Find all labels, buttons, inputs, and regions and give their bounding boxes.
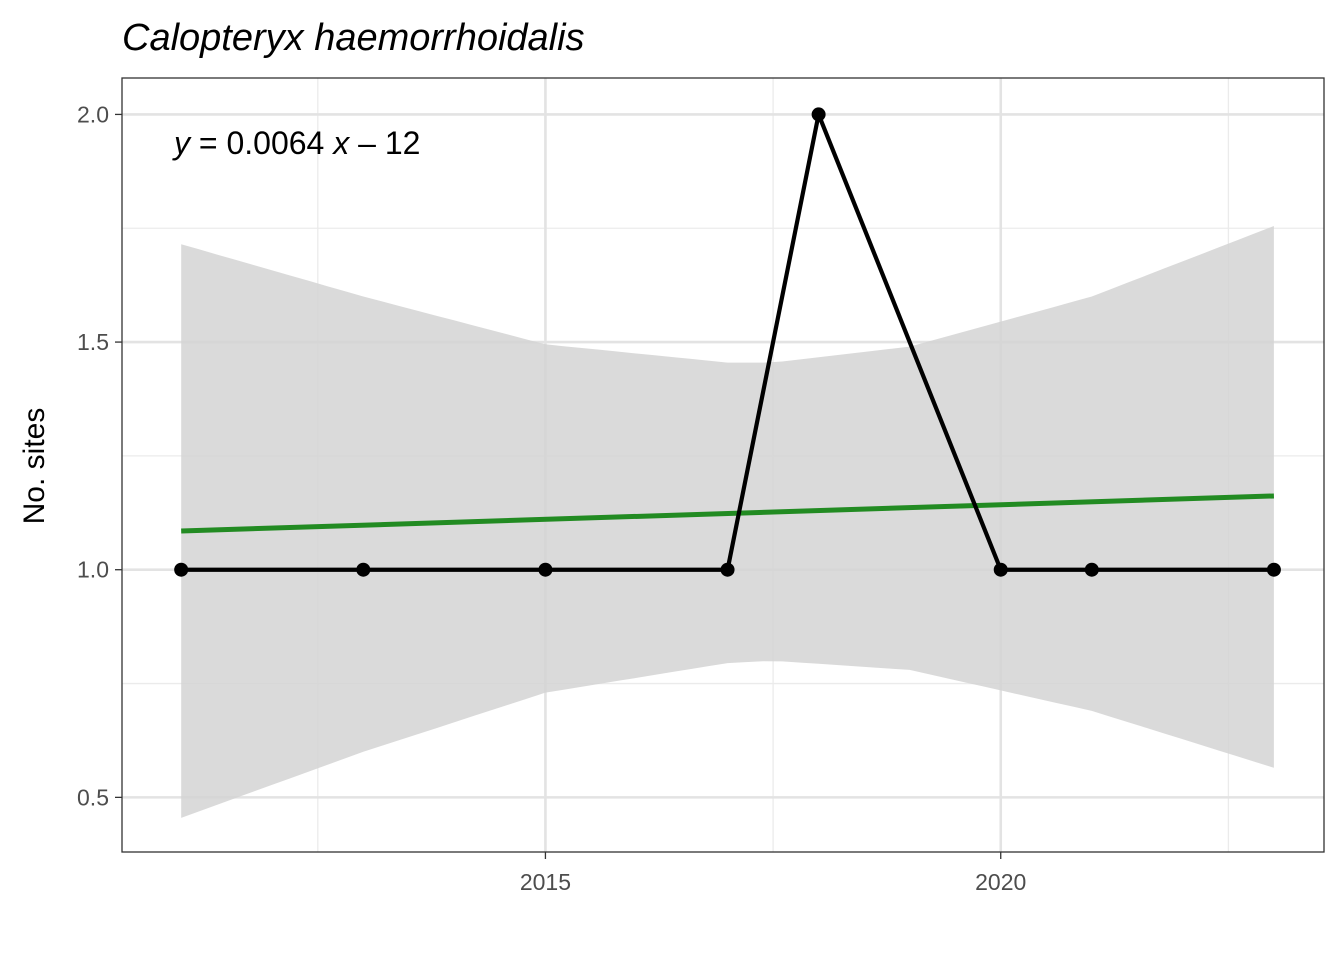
y-tick-label: 0.5 — [77, 784, 109, 810]
y-axis-label: No. sites — [18, 408, 51, 525]
confidence-band — [181, 226, 1274, 818]
data-point — [720, 562, 735, 577]
chart-title: Calopteryx haemorrhoidalis — [122, 17, 585, 59]
y-tick-label: 2.0 — [77, 101, 109, 127]
series-line — [181, 107, 1274, 572]
data-point — [811, 107, 826, 122]
y-tick-label: 1.5 — [77, 329, 109, 355]
equation-x: x — [331, 125, 350, 161]
x-tick-label: 2020 — [975, 869, 1026, 895]
data-point — [993, 562, 1008, 577]
x-tick-label: 2015 — [520, 869, 571, 895]
confidence-band-layer — [181, 226, 1274, 818]
equation-part-1: = 0.0064 — [190, 125, 333, 161]
trend-equation: y = 0.0064 x – 12 — [172, 125, 420, 161]
data-point — [1266, 562, 1281, 577]
trend-line — [181, 493, 1274, 534]
equation-part-2: – 12 — [349, 125, 420, 161]
data-point — [538, 562, 553, 577]
y-tick-label: 1.0 — [77, 557, 109, 583]
axis-ticks: 2015 2020 0.5 1.0 1.5 2.0 — [77, 101, 1026, 895]
panel-border — [121, 77, 1325, 853]
data-point — [1084, 562, 1099, 577]
data-point — [356, 562, 371, 577]
trend-line-layer — [181, 493, 1274, 534]
equation-y: y — [172, 125, 192, 161]
data-point — [174, 562, 189, 577]
series-layer — [174, 107, 1281, 577]
